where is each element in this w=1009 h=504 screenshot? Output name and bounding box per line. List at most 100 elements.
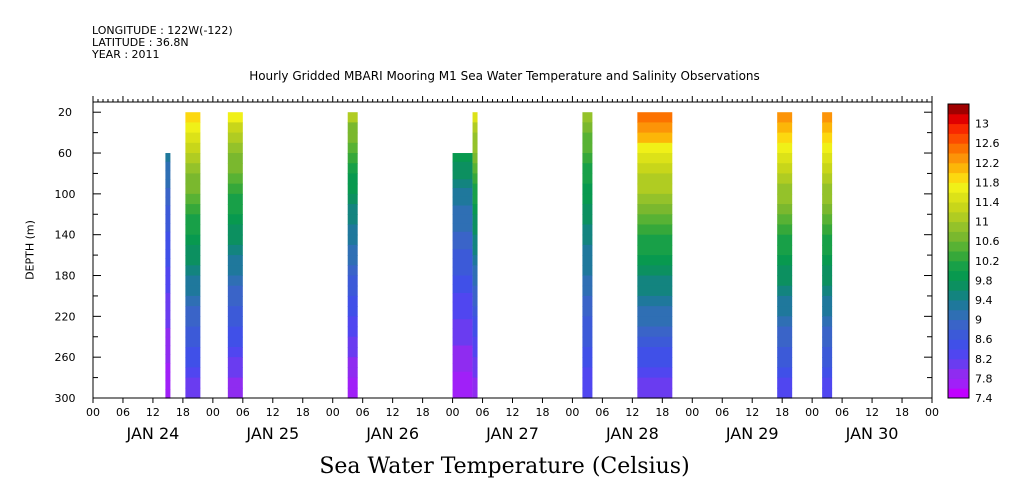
colorbar-swatch: [948, 113, 969, 125]
data-cell: [227, 346, 243, 358]
data-cell: [637, 316, 673, 328]
data-cell: [472, 244, 478, 256]
data-cell: [165, 380, 171, 390]
data-cell: [777, 295, 793, 307]
y-tick-label: 140: [55, 229, 76, 242]
data-cell: [582, 173, 593, 185]
data-cell: [347, 234, 358, 246]
data-cell: [637, 183, 673, 195]
data-cell: [165, 205, 171, 215]
x-day-label: JAN 26: [365, 424, 419, 443]
data-cell: [227, 132, 243, 144]
data-cell: [637, 132, 673, 144]
data-cell: [452, 161, 473, 172]
data-cell: [347, 204, 358, 215]
data-cell: [777, 265, 793, 277]
data-cell: [227, 367, 243, 379]
data-cell: [452, 293, 473, 303]
x-day-label: JAN 27: [485, 424, 539, 443]
colorbar-swatch: [948, 211, 969, 223]
x-hour-tick-label: 06: [116, 406, 130, 419]
colorbar-label: 9.8: [975, 274, 993, 287]
data-cell: [165, 223, 171, 233]
y-tick-label: 220: [55, 310, 76, 323]
data-cell: [637, 214, 673, 226]
data-cell: [637, 142, 673, 154]
data-cell: [452, 301, 473, 312]
data-cell: [165, 336, 171, 347]
colorbar-label: 10.2: [975, 255, 1000, 268]
colorbar-label: 9: [975, 314, 982, 327]
data-cell: [472, 132, 478, 144]
colorbar-label: 13: [975, 118, 989, 131]
x-hour-tick-label: 12: [146, 406, 160, 419]
data-cell: [472, 326, 478, 338]
x-hour-tick-label: 18: [296, 406, 310, 419]
data-cell: [777, 204, 793, 215]
data-cell: [165, 196, 171, 207]
data-cell: [452, 328, 473, 338]
data-cell: [777, 306, 793, 317]
data-cell: [185, 163, 201, 175]
data-block: [452, 153, 473, 399]
data-cell: [582, 295, 593, 307]
data-cell: [185, 142, 201, 154]
data-cell: [227, 357, 243, 368]
data-cell: [822, 234, 833, 246]
data-cell: [822, 153, 833, 164]
data-cell: [185, 122, 201, 134]
data-cell: [165, 153, 171, 163]
data-cell: [777, 316, 793, 328]
data-cell: [452, 266, 473, 277]
colorbar-swatch: [948, 251, 969, 262]
x-day-label: JAN 30: [845, 424, 899, 443]
x-axis: 00 06 12 18 00 06 12 18 00 06 12 18 00 06 12 18 00 06 12 18…: [86, 96, 939, 443]
data-cell: [227, 306, 243, 317]
data-cell: [582, 244, 593, 256]
data-cell: [347, 244, 358, 256]
data-cell: [777, 163, 793, 175]
x-hour-tick-label: 12: [745, 406, 759, 419]
data-cell: [637, 122, 673, 134]
chart-title: Hourly Gridded MBARI Mooring M1 Sea Wate…: [249, 69, 760, 83]
data-cell: [582, 367, 593, 379]
data-cell: [185, 285, 201, 297]
data-cell: [347, 153, 358, 164]
colorbar-swatch: [948, 300, 969, 311]
data-cell: [452, 336, 473, 347]
data-cell: [472, 265, 478, 277]
data-cell: [822, 387, 833, 399]
data-cell: [777, 255, 793, 266]
data-cell: [472, 112, 478, 124]
colorbar: 13 12.6 12.2 11.8 11.4 11 10.6 10.2 9.8 9.4 9 8.6 8.…: [947, 103, 1000, 405]
data-cell: [185, 316, 201, 328]
data-cell: [227, 122, 243, 134]
data-cell: [452, 319, 473, 329]
data-block: [822, 112, 833, 399]
data-cell: [472, 357, 478, 368]
data-cell: [582, 377, 593, 389]
data-cell: [582, 265, 593, 277]
data-cell: [347, 214, 358, 226]
data-cell: [165, 249, 171, 259]
data-cell: [582, 285, 593, 297]
data-cell: [637, 367, 673, 379]
data-cell: [185, 367, 201, 379]
data-cell: [227, 193, 243, 205]
data-cell: [227, 316, 243, 328]
colorbar-swatch: [948, 143, 969, 154]
data-cell: [637, 224, 673, 236]
data-cell: [822, 357, 833, 368]
data-cell: [582, 234, 593, 246]
data-cell: [472, 306, 478, 317]
data-cell: [472, 224, 478, 236]
data-cell: [347, 336, 358, 348]
colorbar-swatch: [948, 280, 969, 291]
x-hour-tick-label: 18: [895, 406, 909, 419]
data-cell: [227, 173, 243, 185]
colorbar-label: 8.6: [975, 333, 993, 346]
data-cell: [582, 214, 593, 226]
data-cell: [185, 173, 201, 185]
x-day-label: JAN 29: [725, 424, 779, 443]
x-hour-tick-label: 00: [925, 406, 939, 419]
